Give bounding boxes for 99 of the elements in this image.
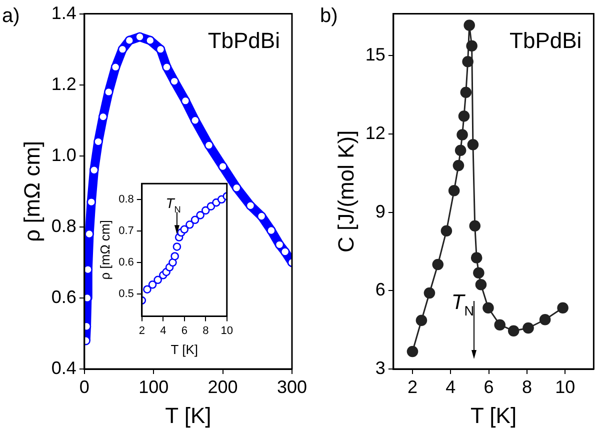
point: [256, 212, 266, 221]
point: [84, 229, 94, 239]
x-tick-label: 4: [446, 376, 456, 397]
x-tick-label: 2: [138, 324, 145, 337]
point: [98, 112, 108, 122]
annotation: TbPdBi: [208, 28, 280, 53]
x-tick-label: 10: [555, 376, 576, 397]
point: [469, 220, 481, 232]
point: [274, 240, 284, 250]
point: [466, 40, 478, 52]
x-tick-label: 6: [484, 376, 494, 397]
y-tick-label: 6: [375, 280, 386, 300]
point: [180, 225, 189, 234]
y-tick-label: 9: [375, 201, 386, 222]
x-tick-label: 6: [181, 324, 188, 337]
point: [190, 216, 200, 224]
point: [86, 197, 96, 207]
point: [475, 278, 487, 290]
point: [201, 206, 210, 215]
point: [464, 20, 475, 31]
y-tick-label: 0.8: [51, 216, 76, 236]
x-axis-title: T [K]: [470, 402, 517, 428]
point: [458, 110, 470, 122]
y-tick-label: 0.6: [118, 256, 134, 269]
point: [416, 314, 428, 326]
y-tick-label: 0.5: [118, 288, 134, 300]
point: [462, 56, 474, 68]
point: [218, 162, 228, 172]
point: [170, 76, 180, 86]
point: [118, 44, 128, 54]
x-tick-label: 300: [276, 376, 308, 397]
point: [557, 302, 568, 314]
x-tick-label: 2: [407, 376, 418, 397]
y-tick-label: 0.4: [51, 358, 76, 378]
x-tick-label: 4: [160, 324, 166, 337]
y-tick-label: 1.4: [51, 2, 76, 23]
point: [148, 280, 157, 289]
text: b): [320, 5, 338, 27]
y-tick-label: 15: [365, 44, 386, 65]
point: [508, 325, 520, 337]
x-tick-label: 200: [208, 376, 238, 397]
y-tick-label: 3: [375, 358, 386, 378]
x-tick-label: 100: [138, 376, 169, 397]
annotation: TbPdBi: [510, 28, 582, 53]
x-tick-label: 8: [202, 324, 209, 337]
point: [204, 140, 214, 150]
point: [190, 116, 200, 126]
y-tick-label: 1.0: [51, 144, 76, 165]
y-tick-label: 0.6: [51, 286, 76, 307]
y-axis-title: C [J/(mol K)]: [333, 130, 358, 253]
x-axis-title: T [K]: [165, 402, 212, 428]
point: [448, 184, 460, 196]
text: a): [2, 5, 20, 27]
x-tick-label: 8: [522, 376, 532, 397]
point: [280, 247, 290, 256]
point: [432, 258, 444, 270]
x-tick-label: 10: [220, 324, 234, 337]
point: [454, 144, 466, 156]
point: [135, 32, 144, 42]
point: [168, 258, 177, 267]
x-tick-label: 0: [79, 376, 90, 397]
point: [522, 322, 534, 334]
y-axis-title: ρ [mΩ cm]: [19, 140, 44, 242]
point: [494, 319, 506, 331]
point: [89, 165, 99, 175]
y-tick-label: 0.8: [118, 193, 134, 206]
point: [482, 302, 494, 314]
point: [156, 44, 166, 54]
point: [196, 211, 204, 220]
point: [467, 139, 479, 150]
point: [539, 314, 551, 326]
point: [440, 225, 452, 236]
point: [186, 220, 194, 229]
point: [452, 160, 464, 172]
point: [84, 264, 93, 274]
point: [470, 252, 482, 264]
point: [246, 200, 256, 210]
y-tick-label: 0.7: [118, 224, 134, 237]
x-axis-title: T [K]: [170, 342, 198, 357]
point: [266, 226, 276, 236]
point: [146, 36, 155, 46]
point: [124, 36, 134, 46]
point: [456, 129, 468, 140]
y-axis-title: ρ [mΩ cm]: [97, 220, 112, 280]
point: [170, 252, 179, 260]
point: [154, 276, 162, 284]
point: [110, 62, 120, 72]
point: [473, 267, 484, 279]
point: [143, 285, 152, 294]
point: [460, 86, 472, 98]
point: [232, 183, 242, 192]
y-tick-label: 1.2: [51, 74, 76, 94]
point: [180, 96, 190, 106]
point: [104, 87, 114, 97]
y-tick-label: 12: [365, 122, 386, 143]
point: [162, 62, 172, 72]
point: [424, 287, 436, 299]
point: [172, 242, 182, 251]
point: [406, 346, 418, 358]
